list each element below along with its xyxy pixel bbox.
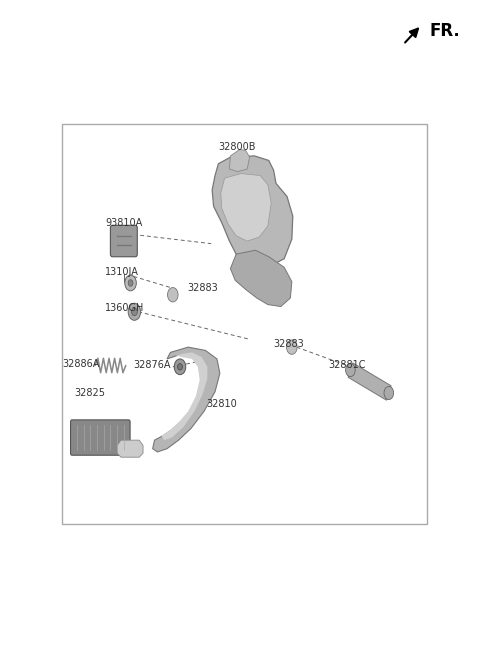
Text: 93810A: 93810A xyxy=(106,217,143,228)
Circle shape xyxy=(128,303,141,320)
Circle shape xyxy=(128,280,133,286)
Text: 32883: 32883 xyxy=(187,283,218,293)
Text: 32825: 32825 xyxy=(74,388,106,398)
Text: 1310JA: 1310JA xyxy=(105,267,139,277)
FancyBboxPatch shape xyxy=(110,225,137,257)
Circle shape xyxy=(132,308,137,316)
Circle shape xyxy=(125,275,136,291)
Polygon shape xyxy=(221,174,271,241)
Circle shape xyxy=(178,364,182,370)
Polygon shape xyxy=(229,149,250,172)
Polygon shape xyxy=(161,352,207,440)
Bar xyxy=(62,124,427,524)
Polygon shape xyxy=(348,363,391,400)
Polygon shape xyxy=(212,156,293,267)
Text: 32876A: 32876A xyxy=(133,360,171,370)
Text: 1360GH: 1360GH xyxy=(105,303,144,313)
Polygon shape xyxy=(153,347,220,452)
Circle shape xyxy=(168,288,178,302)
Text: 32800B: 32800B xyxy=(218,142,256,153)
Text: FR.: FR. xyxy=(430,22,460,41)
Circle shape xyxy=(346,364,355,377)
Text: 32881C: 32881C xyxy=(329,360,366,371)
Circle shape xyxy=(174,359,186,375)
Polygon shape xyxy=(230,250,292,307)
Text: 32886A: 32886A xyxy=(62,359,100,369)
Circle shape xyxy=(384,386,394,400)
Text: 32883: 32883 xyxy=(274,339,304,349)
Text: 32810: 32810 xyxy=(206,399,237,409)
FancyBboxPatch shape xyxy=(71,420,130,455)
Polygon shape xyxy=(117,440,143,457)
Circle shape xyxy=(287,340,297,354)
